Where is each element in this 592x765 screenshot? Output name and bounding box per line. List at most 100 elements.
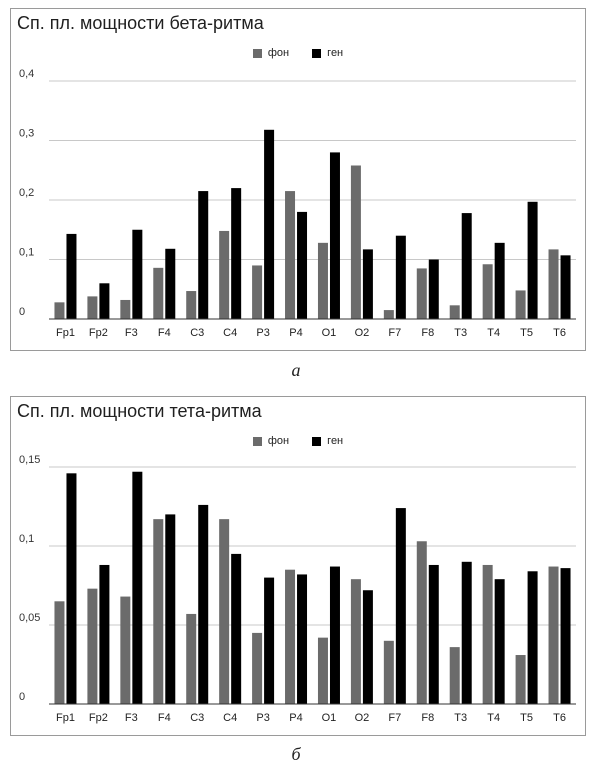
bar-series1	[317, 637, 328, 704]
bar-series1	[87, 588, 98, 704]
bar-series1	[383, 310, 394, 319]
x-tick-label: Fp2	[89, 712, 108, 724]
legend-item-series1: фон	[252, 47, 290, 59]
x-tick-label: C4	[223, 712, 237, 724]
legend-swatch-series2	[312, 436, 322, 446]
bar-series1	[548, 249, 559, 319]
bar-series1	[449, 305, 460, 319]
legend-swatch-series1	[252, 436, 262, 446]
x-tick-label: F3	[125, 327, 138, 339]
y-tick-label: 0,1	[19, 247, 34, 259]
chart-title: Сп. пл. мощности тета-ритма	[17, 401, 262, 421]
bar-series1	[153, 519, 164, 704]
bar-series1	[285, 569, 296, 704]
legend-swatch-series1	[252, 48, 262, 58]
bar-series2	[165, 514, 176, 704]
legend-item-series2: ген	[312, 435, 343, 447]
bar-series1	[120, 596, 131, 704]
x-tick-label: C3	[190, 327, 204, 339]
x-tick-label: T3	[454, 712, 467, 724]
bar-series2	[527, 571, 538, 704]
bar-series2	[165, 248, 176, 319]
bar-series2	[428, 564, 439, 704]
x-tick-label: C4	[223, 327, 237, 339]
bar-series2	[132, 471, 143, 704]
bar-series2	[297, 211, 308, 319]
x-tick-label: T6	[553, 712, 566, 724]
x-tick-label: T5	[520, 712, 533, 724]
bar-series1	[186, 613, 197, 704]
x-tick-label: F4	[158, 712, 171, 724]
legend-label-series2: ген	[327, 435, 344, 447]
bar-series2	[66, 473, 77, 704]
bar-series1	[87, 296, 98, 319]
bar-series2	[198, 504, 209, 704]
bar-series2	[494, 242, 505, 319]
bar-series2	[99, 564, 110, 704]
chart-legend: фон ген	[11, 435, 585, 449]
bar-series1	[383, 640, 394, 704]
bar-series2	[428, 259, 439, 319]
x-tick-label: O1	[322, 712, 337, 724]
bar-series1	[317, 242, 328, 319]
bar-series1	[515, 290, 526, 319]
legend-item-series1: фон	[252, 435, 289, 447]
y-tick-label: 0,05	[19, 612, 40, 624]
bar-series1	[449, 647, 460, 704]
bar-series1	[252, 632, 263, 704]
bar-series1	[416, 268, 427, 319]
bar-series2	[362, 249, 373, 319]
x-tick-label: O2	[355, 712, 370, 724]
y-tick-label: 0,2	[19, 187, 34, 199]
chart-title: Сп. пл. мощности бета-ритма	[17, 13, 264, 33]
x-tick-label: F4	[158, 327, 171, 339]
x-tick-label: C3	[190, 712, 204, 724]
bar-series2	[395, 235, 406, 319]
bar-series2	[395, 508, 406, 704]
bar-series2	[461, 561, 472, 704]
bar-series1	[219, 230, 230, 319]
bar-series2	[560, 568, 571, 704]
bar-series1	[350, 579, 361, 704]
bar-series1	[548, 566, 559, 704]
bar-series1	[186, 291, 197, 319]
y-tick-label: 0	[19, 306, 25, 318]
beta-chart-panel: Сп. пл. мощности бета-ритма фон ген 0 0,1…	[10, 8, 586, 351]
bar-series2	[231, 553, 242, 704]
x-tick-label: F3	[125, 712, 138, 724]
bar-series1	[54, 302, 65, 319]
chart-legend: фон ген	[11, 47, 585, 61]
x-tick-label: T6	[553, 327, 566, 339]
bar-series2	[264, 129, 275, 319]
bar-series1	[219, 519, 230, 704]
legend-item-series2: ген	[312, 47, 343, 59]
legend-label-series2: ген	[327, 47, 344, 59]
bar-series1	[416, 541, 427, 704]
bar-series1	[54, 601, 65, 704]
bar-series2	[264, 577, 275, 704]
bar-series1	[252, 265, 263, 319]
bar-series1	[515, 655, 526, 704]
y-tick-label: 0,4	[19, 68, 34, 80]
y-tick-label: 0,15	[19, 454, 40, 466]
x-tick-label: P3	[256, 712, 269, 724]
bar-series2	[362, 590, 373, 704]
legend-swatch-series2	[312, 48, 322, 58]
bar-series2	[297, 574, 308, 704]
bar-series2	[329, 152, 340, 319]
x-tick-label: P4	[289, 327, 302, 339]
bar-series1	[482, 264, 493, 319]
x-tick-label: F7	[388, 712, 401, 724]
x-tick-label: F8	[421, 327, 434, 339]
bar-series1	[350, 165, 361, 319]
theta-bar-plot: 0 0,05 0,1 0,15 Fp1 Fp2 F3 F4 C3 C4 P3 P4 O1 O2 F7 F8 T3…	[19, 454, 576, 724]
bar-series2	[231, 188, 242, 319]
bar-series2	[527, 201, 538, 319]
y-tick-label: 0,3	[19, 128, 34, 140]
figure-caption-b: б	[291, 744, 301, 764]
legend-label-series1: фон	[267, 47, 290, 59]
beta-bar-plot: 0 0,1 0,2 0,3 0,4 Fp1 Fp2 F3 F4 C3 C4 P3 P4 O1 O2 F7 F8 T…	[19, 68, 576, 339]
bar-series2	[99, 283, 110, 319]
x-tick-label: T3	[454, 327, 467, 339]
y-tick-label: 0,1	[19, 533, 34, 545]
